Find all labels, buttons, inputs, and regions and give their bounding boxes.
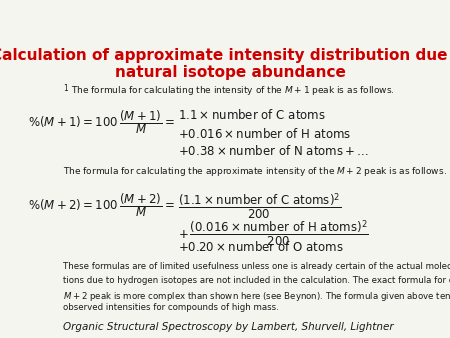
- Text: $\%(M + 2) = 100\,\dfrac{(M + 2)}{M} = $: $\%(M + 2) = 100\,\dfrac{(M + 2)}{M} = $: [28, 191, 175, 219]
- Text: $+ 0.20 \times \mathrm{number\ of\ O\ atoms}$: $+ 0.20 \times \mathrm{number\ of\ O\ at…: [178, 240, 344, 254]
- Text: The formula for calculating the intensity of the $M + 1$ peak is as follows.: The formula for calculating the intensit…: [71, 83, 395, 97]
- Text: $\%(M + 1) = 100\,\dfrac{(M + 1)}{M} = $: $\%(M + 1) = 100\,\dfrac{(M + 1)}{M} = $: [28, 108, 175, 136]
- Text: $\dfrac{(1.1 \times \mathrm{number\ of\ C\ atoms})^2}{200}$: $\dfrac{(1.1 \times \mathrm{number\ of\ …: [178, 191, 342, 221]
- Text: natural isotope abundance: natural isotope abundance: [115, 65, 346, 80]
- Text: These formulas are of limited usefulness unless one is already certain of the ac: These formulas are of limited usefulness…: [63, 262, 450, 271]
- Text: $1.1 \times \mathrm{number\ of\ C\ atoms}$: $1.1 \times \mathrm{number\ of\ C\ atoms…: [178, 108, 326, 122]
- Text: The formula for calculating the approximate intensity of the $M + 2$ peak is as : The formula for calculating the approxim…: [63, 165, 447, 178]
- Text: $+ 0.38 \times \mathrm{number\ of\ N\ atoms} + \ldots$: $+ 0.38 \times \mathrm{number\ of\ N\ at…: [178, 144, 369, 158]
- Text: 1: 1: [63, 83, 68, 93]
- Text: $+ 0.016 \times \mathrm{number\ of\ H\ atoms}$: $+ 0.016 \times \mathrm{number\ of\ H\ a…: [178, 127, 351, 141]
- Text: observed intensities for compounds of high mass.: observed intensities for compounds of hi…: [63, 304, 279, 312]
- Text: tions due to hydrogen isotopes are not included in the calculation. The exact fo: tions due to hydrogen isotopes are not i…: [63, 276, 450, 285]
- Text: $M + 2$ peak is more complex than shown here (see Beynon). The formula given abo: $M + 2$ peak is more complex than shown …: [63, 290, 450, 303]
- Text: Calculation of approximate intensity distribution due to: Calculation of approximate intensity dis…: [0, 48, 450, 63]
- Text: Organic Structural Spectroscopy by Lambert, Shurvell, Lightner: Organic Structural Spectroscopy by Lambe…: [63, 322, 394, 332]
- Text: $+\,\dfrac{(0.016 \times \mathrm{number\ of\ H\ atoms})^2}{200}$: $+\,\dfrac{(0.016 \times \mathrm{number\…: [178, 219, 369, 249]
